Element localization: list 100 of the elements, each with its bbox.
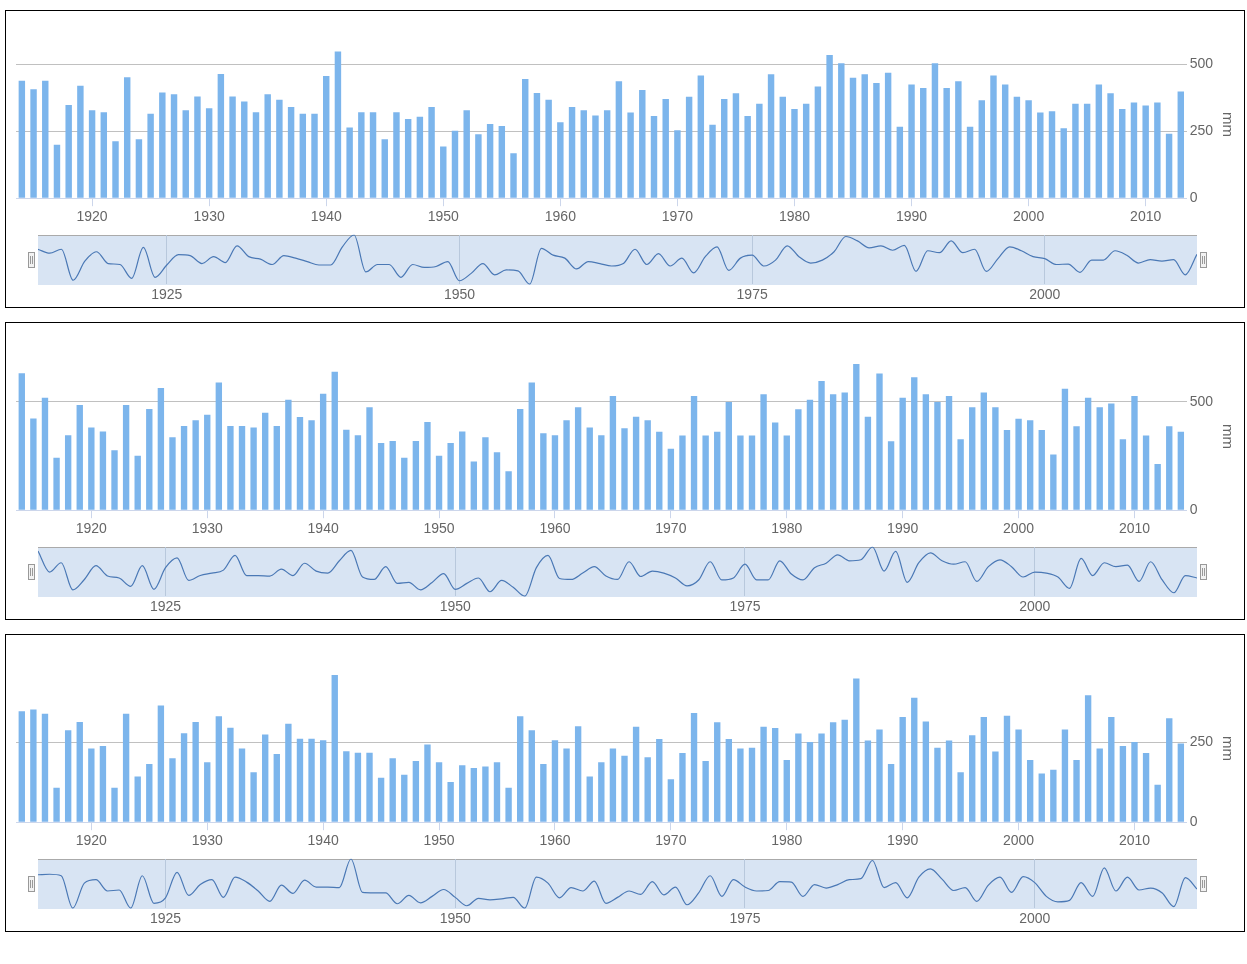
bar: [697, 75, 705, 198]
bar: [308, 420, 315, 510]
bar: [238, 425, 246, 510]
bar: [783, 435, 790, 510]
bar: [853, 678, 860, 822]
bar: [771, 728, 779, 822]
bar: [899, 397, 906, 510]
bar: [76, 722, 83, 822]
bar: [760, 726, 767, 822]
bar: [685, 96, 693, 198]
bar: [563, 748, 570, 822]
x-tick-label: 1970: [655, 520, 687, 537]
bar: [358, 112, 365, 198]
bar: [470, 461, 478, 510]
bar: [849, 77, 857, 198]
bar: [428, 106, 435, 198]
bar: [957, 439, 964, 510]
bar: [528, 382, 535, 510]
bar: [250, 427, 257, 510]
x-tick-label: 1930: [191, 832, 224, 849]
x-tick-label: 1920: [75, 832, 108, 849]
bar: [679, 753, 686, 822]
bar: [644, 420, 651, 510]
bar: [159, 92, 166, 198]
bar: [217, 74, 225, 198]
x-tick-label: 1930: [191, 520, 224, 537]
bar: [311, 113, 318, 198]
bar: [227, 727, 234, 822]
bar: [679, 435, 686, 510]
bar: [192, 722, 199, 822]
bar: [459, 765, 466, 822]
bar: [424, 744, 431, 822]
bar: [551, 435, 559, 510]
x-tick-label: 1970: [661, 208, 694, 225]
bar: [276, 99, 283, 198]
bar: [767, 74, 775, 198]
bar: [609, 748, 617, 822]
bar: [945, 396, 953, 510]
y-axis-title: mm: [1219, 112, 1237, 138]
bar: [389, 758, 396, 822]
bar: [482, 766, 489, 822]
bar: [838, 63, 845, 198]
bar: [517, 716, 524, 822]
bar: [1084, 397, 1092, 510]
bar: [111, 787, 118, 822]
bar: [157, 705, 165, 822]
bar: [627, 112, 634, 198]
bar: [30, 89, 37, 198]
bar: [227, 425, 234, 510]
bar: [204, 762, 211, 822]
bar: [992, 407, 999, 510]
bar: [732, 93, 740, 198]
y-tick-label: 0: [1189, 501, 1198, 518]
bar: [1083, 103, 1091, 198]
bar: [296, 738, 304, 822]
bar: [887, 763, 895, 822]
bar: [377, 777, 385, 822]
bar: [737, 748, 744, 822]
x-tick-label: 1950: [423, 520, 455, 537]
bar: [88, 427, 95, 510]
x-tick-label: 1950: [423, 832, 455, 849]
bar: [934, 747, 941, 822]
bar: [580, 110, 587, 198]
x-tick-label: 2000: [1003, 832, 1035, 849]
bar: [667, 779, 675, 822]
bar: [30, 418, 37, 510]
bar: [1165, 133, 1173, 198]
bar: [1108, 403, 1115, 510]
bar: [510, 153, 517, 198]
bar: [853, 364, 860, 510]
bar: [1048, 111, 1056, 198]
bar: [146, 763, 153, 822]
bar: [540, 433, 547, 510]
x-tick-label: 2000: [1019, 598, 1051, 615]
bar: [404, 118, 412, 198]
bar: [343, 751, 350, 822]
bar: [440, 146, 447, 198]
bar: [1119, 439, 1127, 510]
bar: [354, 435, 362, 510]
bar: [802, 103, 810, 198]
bar: [146, 409, 153, 510]
x-tick-label: 1990: [887, 520, 919, 537]
bar: [412, 761, 420, 822]
x-tick-label: 1975: [736, 286, 768, 303]
x-tick-label: 1950: [439, 598, 472, 615]
bar: [486, 124, 494, 198]
bar: [990, 75, 997, 198]
bar: [1166, 426, 1173, 510]
bar: [99, 431, 107, 510]
bar: [1003, 715, 1011, 822]
y-axis-title: mm: [1219, 736, 1237, 762]
bar: [319, 393, 327, 510]
x-tick-label: 1920: [76, 208, 108, 225]
bar: [1119, 746, 1127, 822]
bar: [262, 412, 269, 510]
bar: [1050, 769, 1057, 822]
bar: [826, 55, 833, 198]
bar: [135, 139, 143, 198]
bar: [1131, 741, 1138, 822]
bar: [493, 762, 501, 822]
